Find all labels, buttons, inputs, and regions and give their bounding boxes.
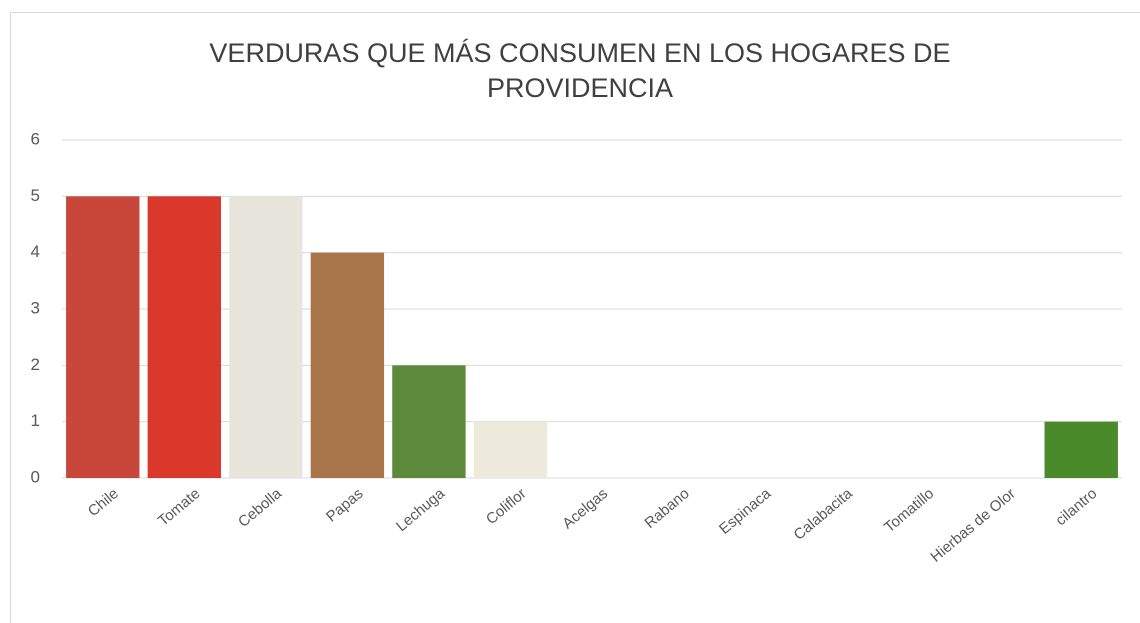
- page: 0123456ChileTomateCebollaPapasLechugaCol…: [0, 0, 1140, 623]
- y-tick-label: 0: [31, 467, 40, 486]
- bar: [474, 422, 547, 478]
- bar: [1045, 422, 1118, 478]
- y-tick-label: 6: [31, 129, 40, 148]
- y-tick-label: 1: [31, 411, 40, 430]
- y-tick-label: 2: [31, 355, 40, 374]
- bar: [229, 196, 302, 478]
- bar: [148, 196, 221, 478]
- bar: [311, 253, 384, 478]
- y-tick-label: 3: [31, 298, 40, 317]
- y-tick-label: 4: [31, 242, 40, 261]
- chart-title: VERDURAS QUE MÁS CONSUMEN EN LOS HOGARES…: [130, 36, 1030, 106]
- y-tick-label: 5: [31, 186, 40, 205]
- bar: [392, 365, 465, 478]
- bar: [66, 196, 139, 478]
